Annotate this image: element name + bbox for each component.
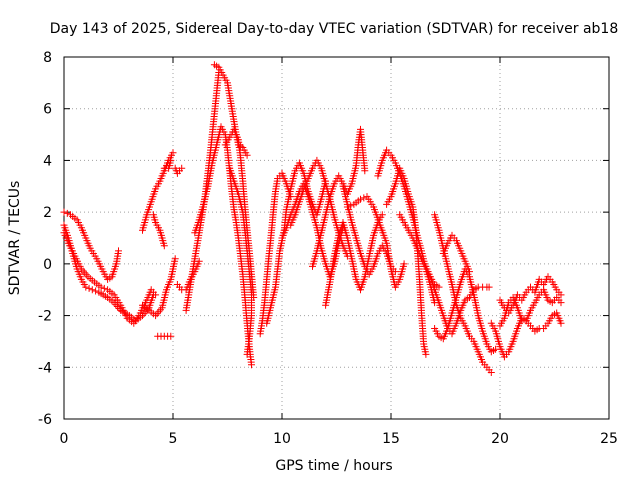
x-tick-labels: 0 5 10 15 20 25	[60, 431, 618, 447]
y-tick-label: 0	[43, 257, 52, 273]
data-point	[343, 203, 351, 211]
x-tick-label: 0	[60, 431, 69, 447]
x-tick-label: 20	[491, 431, 509, 447]
data-point	[167, 332, 175, 340]
data-point	[361, 167, 369, 175]
axis-ticks	[63, 56, 610, 420]
data-point	[378, 211, 386, 219]
data-point	[171, 255, 179, 263]
data-point	[178, 164, 186, 172]
data-point	[557, 319, 565, 327]
data-point	[97, 283, 105, 291]
data-point	[115, 247, 122, 255]
data-point	[248, 361, 255, 369]
data-point	[487, 369, 495, 376]
data-point	[167, 156, 175, 164]
data-points	[60, 61, 565, 376]
data-point	[152, 291, 160, 299]
y-axis-label: SDTVAR / TECUs	[7, 181, 23, 296]
x-axis-label: GPS time / hours	[275, 458, 392, 474]
y-tick-label: -4	[38, 360, 52, 376]
data-point	[169, 149, 177, 157]
data-point	[160, 242, 168, 250]
x-tick-label: 15	[382, 431, 400, 447]
y-tick-label: 8	[43, 50, 52, 66]
x-tick-label: 5	[169, 431, 178, 447]
y-tick-labels: -6 -4 -2 0 2 4 6 8	[38, 50, 52, 428]
y-tick-label: 4	[43, 153, 52, 169]
data-point	[85, 284, 93, 292]
data-point	[82, 283, 90, 291]
data-point	[422, 350, 430, 358]
y-tick-label: 2	[43, 205, 52, 221]
data-point	[243, 350, 251, 358]
data-point	[60, 208, 68, 216]
data-point	[92, 287, 100, 295]
data-point	[360, 194, 368, 202]
y-tick-label: 6	[43, 102, 52, 118]
data-point	[557, 291, 565, 299]
data-point	[63, 209, 71, 217]
y-tick-label: -2	[38, 309, 52, 325]
y-tick-label: -6	[38, 412, 52, 428]
chart-title: Day 143 of 2025, Sidereal Day-to-day VTE…	[50, 21, 619, 37]
data-point	[357, 195, 364, 203]
data-point	[400, 260, 408, 268]
x-tick-label: 10	[273, 431, 291, 447]
data-point	[88, 286, 96, 294]
data-point	[347, 202, 355, 210]
data-point	[485, 283, 493, 291]
x-tick-label: 25	[600, 431, 618, 447]
data-point	[557, 299, 565, 307]
data-point	[100, 284, 108, 292]
data-point	[243, 151, 251, 159]
data-point	[466, 268, 473, 276]
